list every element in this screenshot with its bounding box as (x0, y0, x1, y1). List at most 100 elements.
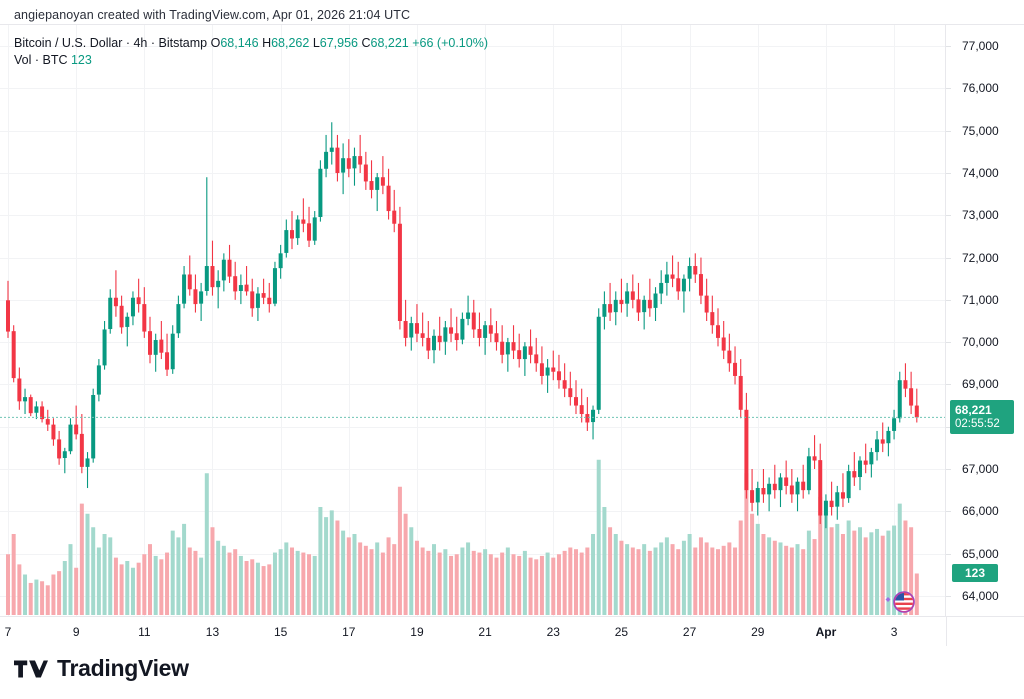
volume-bar (204, 473, 209, 615)
candle-wick (359, 134, 361, 173)
time-axis[interactable]: 7 9 11 13 15 17 19 21 23 25 27 29 Apr 3 (0, 616, 946, 646)
grid-line-vertical (212, 25, 213, 616)
candle-wick (490, 308, 492, 343)
chart-plot-area[interactable]: Bitcoin / U.S. Dollar · 4h · Bitstamp O6… (0, 24, 946, 616)
volume-bar (380, 552, 385, 615)
candle-body (863, 460, 868, 465)
volume-bar (227, 552, 232, 615)
volume-bar (153, 555, 158, 615)
candle-body (511, 342, 516, 351)
candle-body (630, 291, 635, 300)
price-axis-tick (946, 88, 951, 90)
volume-bar (267, 564, 272, 616)
candle-body (437, 335, 442, 343)
candle-body (443, 327, 448, 342)
candle-wick (802, 464, 804, 499)
tradingview-logo[interactable]: TradingView (14, 657, 189, 680)
volume-bar (539, 555, 544, 615)
candle-body (619, 299, 624, 305)
legend-volume-title[interactable]: Vol · BTC (14, 53, 68, 67)
candle-body (823, 500, 828, 516)
candle-body (608, 304, 613, 313)
candle-wick (450, 308, 452, 343)
price-axis-tick (946, 595, 951, 597)
candle-body (653, 293, 658, 308)
candle-body (369, 181, 374, 190)
candle-body (886, 430, 891, 444)
volume-bar (432, 544, 436, 616)
candle-body (903, 380, 908, 389)
candle-body (568, 388, 573, 398)
volume-bar (216, 540, 221, 615)
candle-body (477, 329, 482, 338)
candle-body (386, 185, 391, 212)
candlestick-series (0, 122, 945, 616)
time-axis-tick-label: 3 (890, 625, 898, 639)
candle-body (199, 291, 204, 304)
time-axis-corner (946, 616, 1024, 646)
volume-bar (517, 555, 522, 615)
candle-body (727, 350, 732, 364)
volume-value-badge[interactable]: 123 (952, 564, 998, 583)
volume-bar (744, 473, 749, 615)
candle-wick (86, 452, 89, 489)
volume-bar (789, 547, 794, 615)
price-axis-tick-label: 66,000 (962, 504, 999, 519)
price-axis-tick (946, 384, 951, 386)
candle-body (102, 329, 107, 366)
candle-body (204, 266, 209, 291)
candle-body (142, 304, 147, 332)
volume-bar (301, 552, 306, 615)
volume-bar (17, 564, 22, 616)
grid-line-vertical (894, 25, 895, 616)
candle-body (182, 274, 187, 304)
volume-bar (40, 581, 45, 615)
price-axis-tick-label: 76,000 (962, 81, 999, 96)
candle-wick (547, 359, 549, 393)
legend-high-value: 68,262 (271, 36, 310, 50)
candle-body (40, 406, 45, 420)
price-axis[interactable]: 68,221 02:55:52 123 77,000 76,000 75,000 74… (946, 24, 1024, 616)
candle-body (414, 323, 419, 334)
volume-bar (363, 545, 368, 615)
candle-wick (422, 312, 424, 347)
volume-bar (182, 523, 187, 616)
candle-wick (507, 337, 509, 372)
volume-bar (34, 579, 39, 615)
candle-body (767, 483, 772, 495)
grid-line-vertical (485, 25, 486, 616)
tradingview-mark-icon (14, 660, 48, 677)
candle-body (221, 259, 226, 281)
volume-bar (892, 525, 897, 615)
candle-body (130, 297, 135, 317)
candle-body (216, 280, 221, 288)
candle-body (165, 352, 170, 370)
last-price-value: 68,221 (955, 403, 992, 418)
price-axis-tick-label: 72,000 (962, 250, 999, 265)
legend-open-value: 68,146 (220, 36, 259, 50)
price-axis-tick (946, 173, 951, 174)
volume-bar (193, 550, 198, 616)
volume-bar (125, 561, 130, 615)
volume-bar (79, 503, 84, 616)
candle-body (28, 397, 33, 414)
volume-bar (335, 520, 340, 615)
legend-symbol[interactable]: Bitcoin / U.S. Dollar · 4h · Bitstamp (14, 36, 208, 50)
volume-bar (772, 540, 777, 615)
volume-bar (647, 550, 652, 616)
volume-bar (108, 537, 113, 616)
volume-bar (738, 520, 743, 615)
candle-body (96, 365, 101, 395)
candle-body (238, 285, 243, 291)
volume-bar (358, 542, 363, 615)
last-price-badge[interactable]: 68,221 02:55:52 (950, 400, 1014, 435)
legend-close-label: C (361, 36, 371, 50)
candle-body (488, 325, 493, 334)
volume-bar (85, 513, 90, 615)
candle-body (403, 321, 408, 338)
candle-body (483, 325, 488, 338)
candle-body (698, 274, 703, 296)
volume-bar (142, 554, 147, 615)
candle-body (829, 500, 834, 508)
candle-wick (882, 422, 884, 453)
